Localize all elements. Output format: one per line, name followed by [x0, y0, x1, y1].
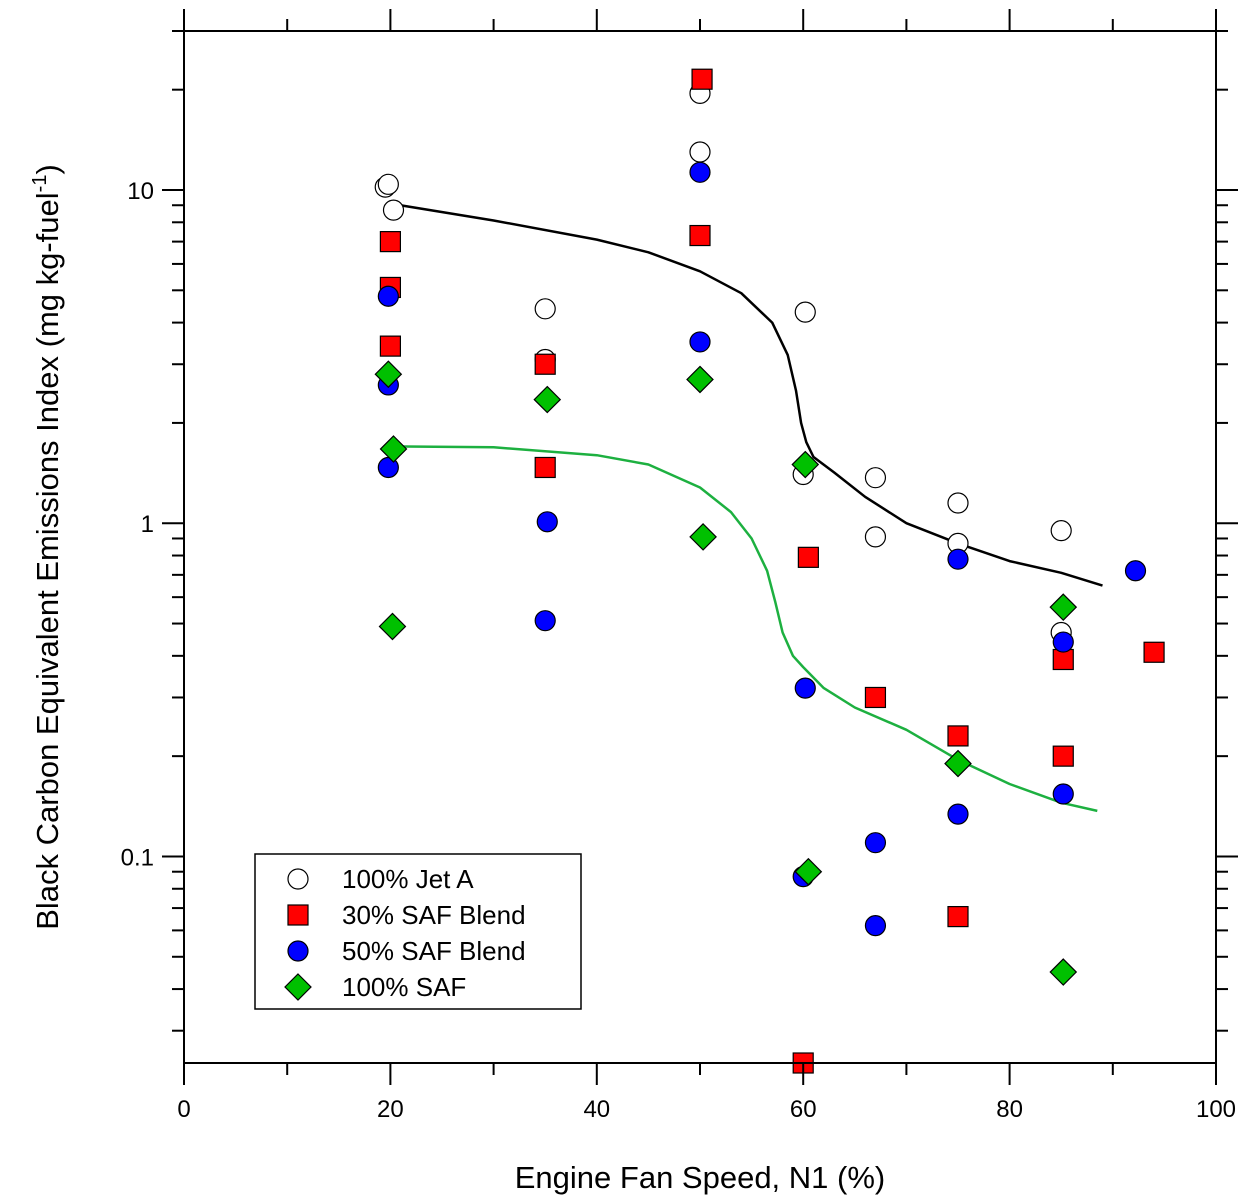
- legend-marker: [287, 904, 309, 926]
- data-point: [794, 301, 816, 323]
- data-point: [689, 224, 711, 247]
- legend-box: [254, 853, 582, 1010]
- data-point: [377, 285, 399, 307]
- fit-line-1: [390, 202, 1103, 587]
- data-point: [864, 915, 887, 937]
- data-point: [689, 161, 711, 183]
- data-point: [689, 331, 711, 353]
- data-point: [794, 677, 816, 699]
- data-point: [378, 612, 407, 641]
- data-point: [691, 68, 713, 90]
- fit-line-2: [390, 445, 1098, 813]
- data-point: [533, 385, 562, 414]
- y-tick-label: 1: [141, 511, 154, 538]
- data-point: [1143, 641, 1165, 663]
- data-point: [1052, 631, 1074, 653]
- data-point: [534, 456, 556, 479]
- data-point: [864, 686, 887, 709]
- legend: 100% Jet A 30% SAF Blend 50% SAF Blend 100%…: [254, 853, 582, 1010]
- data-point: [944, 749, 972, 778]
- legend-marker: [284, 973, 312, 1001]
- x-tick-label: 60: [790, 1096, 817, 1123]
- data-point: [382, 199, 405, 221]
- data-point: [864, 467, 887, 489]
- data-point: [379, 231, 401, 253]
- y-tick-label: 0.1: [121, 844, 154, 871]
- data-point: [1052, 745, 1074, 767]
- data-point: [947, 548, 969, 570]
- data-point: [374, 360, 403, 389]
- legend-label: 100% Jet A: [342, 864, 474, 894]
- data-point: [379, 335, 401, 357]
- data-point: [534, 298, 556, 320]
- data-point: [864, 832, 887, 854]
- data-point: [864, 526, 887, 548]
- legend-marker: [287, 868, 309, 890]
- y-axis-title: Black Carbon Equivalent Emissions Index …: [29, 164, 65, 930]
- legend-label: 100% SAF: [342, 972, 466, 1002]
- x-tick-label: 20: [377, 1096, 404, 1123]
- data-point: [1052, 783, 1074, 805]
- data-point: [1049, 593, 1078, 621]
- data-point: [689, 523, 717, 551]
- data-point: [947, 492, 969, 514]
- data-point: [797, 546, 819, 568]
- data-point: [686, 365, 714, 394]
- data-point: [947, 803, 969, 825]
- x-tick-label: 80: [996, 1096, 1023, 1123]
- data-point: [1049, 958, 1078, 986]
- x-tick-label: 40: [583, 1096, 610, 1123]
- data-point: [536, 511, 558, 533]
- data-point: [947, 905, 969, 928]
- axis-titles: Engine Fan Speed, N1 (%) Black Carbon Equ…: [29, 164, 885, 1195]
- data-point: [1050, 520, 1072, 542]
- x-tick-label: 0: [177, 1096, 190, 1123]
- data-point: [1124, 560, 1147, 582]
- data-point: [377, 173, 399, 195]
- legend-label: 30% SAF Blend: [342, 900, 526, 930]
- series-4: [374, 360, 1078, 986]
- series-3: [377, 161, 1147, 937]
- y-tick-label: 10: [127, 178, 154, 205]
- legend-marker: [287, 940, 309, 962]
- data-point: [379, 435, 408, 463]
- data-point: [791, 450, 820, 479]
- legend-label: 50% SAF Blend: [342, 936, 526, 966]
- fit-lines: [390, 202, 1103, 813]
- data-points: [374, 68, 1165, 1074]
- data-point: [534, 353, 556, 375]
- x-tick-label: 100: [1196, 1096, 1236, 1123]
- data-point: [689, 141, 711, 163]
- data-point: [534, 610, 556, 632]
- data-point: [947, 725, 969, 747]
- data-point: [794, 857, 823, 886]
- axes: 0 20 40 60 80 100 0.1 1 10: [121, 9, 1238, 1123]
- x-axis-title: Engine Fan Speed, N1 (%): [515, 1160, 886, 1195]
